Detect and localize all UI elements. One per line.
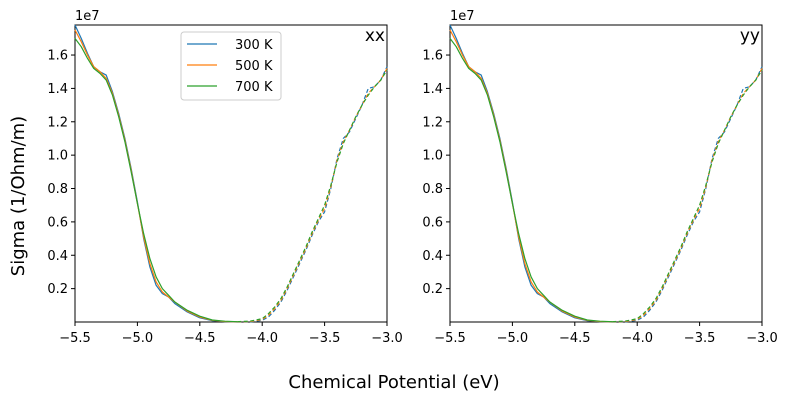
panel-yy-offset-label: 1e7 — [450, 9, 475, 24]
panel-xx-ticks: −5.5 −5.0 −4.5 −4.0 −3.5 −3.0 0.2 0.4 0.6 0.8 1.0 1… — [47, 49, 402, 346]
panel-yy-x-tick-label: −5.5 — [434, 331, 466, 346]
panel-xx-y-tick-label: 1.0 — [47, 149, 68, 164]
y-axis-title: Sigma (1/Ohm/m) — [8, 116, 29, 276]
panel-yy: 1e7 yy −5.5 −5.0 −4.5 −4.0 −3.5 −3.0 0.2 0.4 0.6… — [422, 9, 777, 346]
panel-xx-x-tick-label: −4.5 — [184, 331, 216, 346]
panel-yy-x-tick-label: −5.0 — [497, 331, 529, 346]
panel-xx-y-tick-label: 0.4 — [47, 249, 68, 264]
panel-yy-x-tick-label: −4.0 — [621, 331, 653, 346]
panel-yy-y-tick-label: 0.8 — [422, 182, 443, 197]
panel-xx-y-tick-label: 0.6 — [47, 215, 68, 230]
panel-xx-y-tick-label: 1.6 — [47, 49, 68, 64]
panel-yy-x-tick-label: −4.5 — [559, 331, 591, 346]
panel-yy-y-tick-label: 1.2 — [422, 115, 443, 130]
panel-xx-offset-label: 1e7 — [75, 9, 100, 24]
panel-xx-y-tick-label: 1.4 — [47, 82, 68, 97]
panel-xx-lines — [74, 24, 388, 323]
panel-xx-y-tick-label: 1.2 — [47, 115, 68, 130]
panel-yy-y-tick-label: 0.6 — [422, 215, 443, 230]
panel-yy-y-tick-label: 1.6 — [422, 49, 443, 64]
legend-label-700k: 700 K — [235, 80, 273, 95]
panel-yy-ticks: −5.5 −5.0 −4.5 −4.0 −3.5 −3.0 0.2 0.4 0.6 0.8 1.0 1… — [422, 49, 777, 346]
legend: 300 K 500 K 700 K — [180, 31, 282, 101]
x-axis-title: Chemical Potential (eV) — [288, 372, 499, 393]
panel-yy-title: yy — [740, 26, 760, 46]
panel-yy-series-300k-dashed — [612, 66, 763, 323]
panel-xx-series-700k-dashed — [237, 69, 388, 323]
panel-xx-x-tick-label: −5.0 — [122, 331, 154, 346]
panel-yy-lines — [449, 24, 763, 323]
panel-yy-y-tick-label: 0.2 — [422, 282, 443, 297]
panel-xx: 1e7 xx −5.5 −5.0 −4.5 −4.0 −3.5 −3.0 0.2 0.4 0.6… — [47, 9, 402, 346]
panel-xx-y-tick-label: 0.8 — [47, 182, 68, 197]
panel-xx-series-300k-dashed — [237, 66, 388, 323]
panel-yy-y-tick-label: 1.0 — [422, 149, 443, 164]
panel-yy-y-tick-label: 1.4 — [422, 82, 443, 97]
legend-box — [180, 31, 282, 101]
panel-xx-x-tick-label: −4.0 — [246, 331, 278, 346]
panel-yy-x-tick-label: −3.0 — [746, 331, 778, 346]
panel-xx-title: xx — [365, 26, 385, 46]
panel-xx-series-700k-solid — [74, 37, 238, 323]
panel-xx-x-tick-label: −3.5 — [309, 331, 341, 346]
panel-yy-x-tick-label: −3.5 — [684, 331, 716, 346]
panel-xx-y-tick-label: 0.2 — [47, 282, 68, 297]
panel-yy-y-tick-label: 0.4 — [422, 249, 443, 264]
panel-yy-series-700k-dashed — [612, 69, 763, 323]
panel-xx-x-tick-label: −3.0 — [371, 331, 403, 346]
legend-label-300k: 300 K — [235, 38, 273, 53]
panel-xx-x-tick-label: −5.5 — [59, 331, 91, 346]
panel-yy-series-700k-solid — [449, 37, 613, 323]
legend-label-500k: 500 K — [235, 59, 273, 74]
